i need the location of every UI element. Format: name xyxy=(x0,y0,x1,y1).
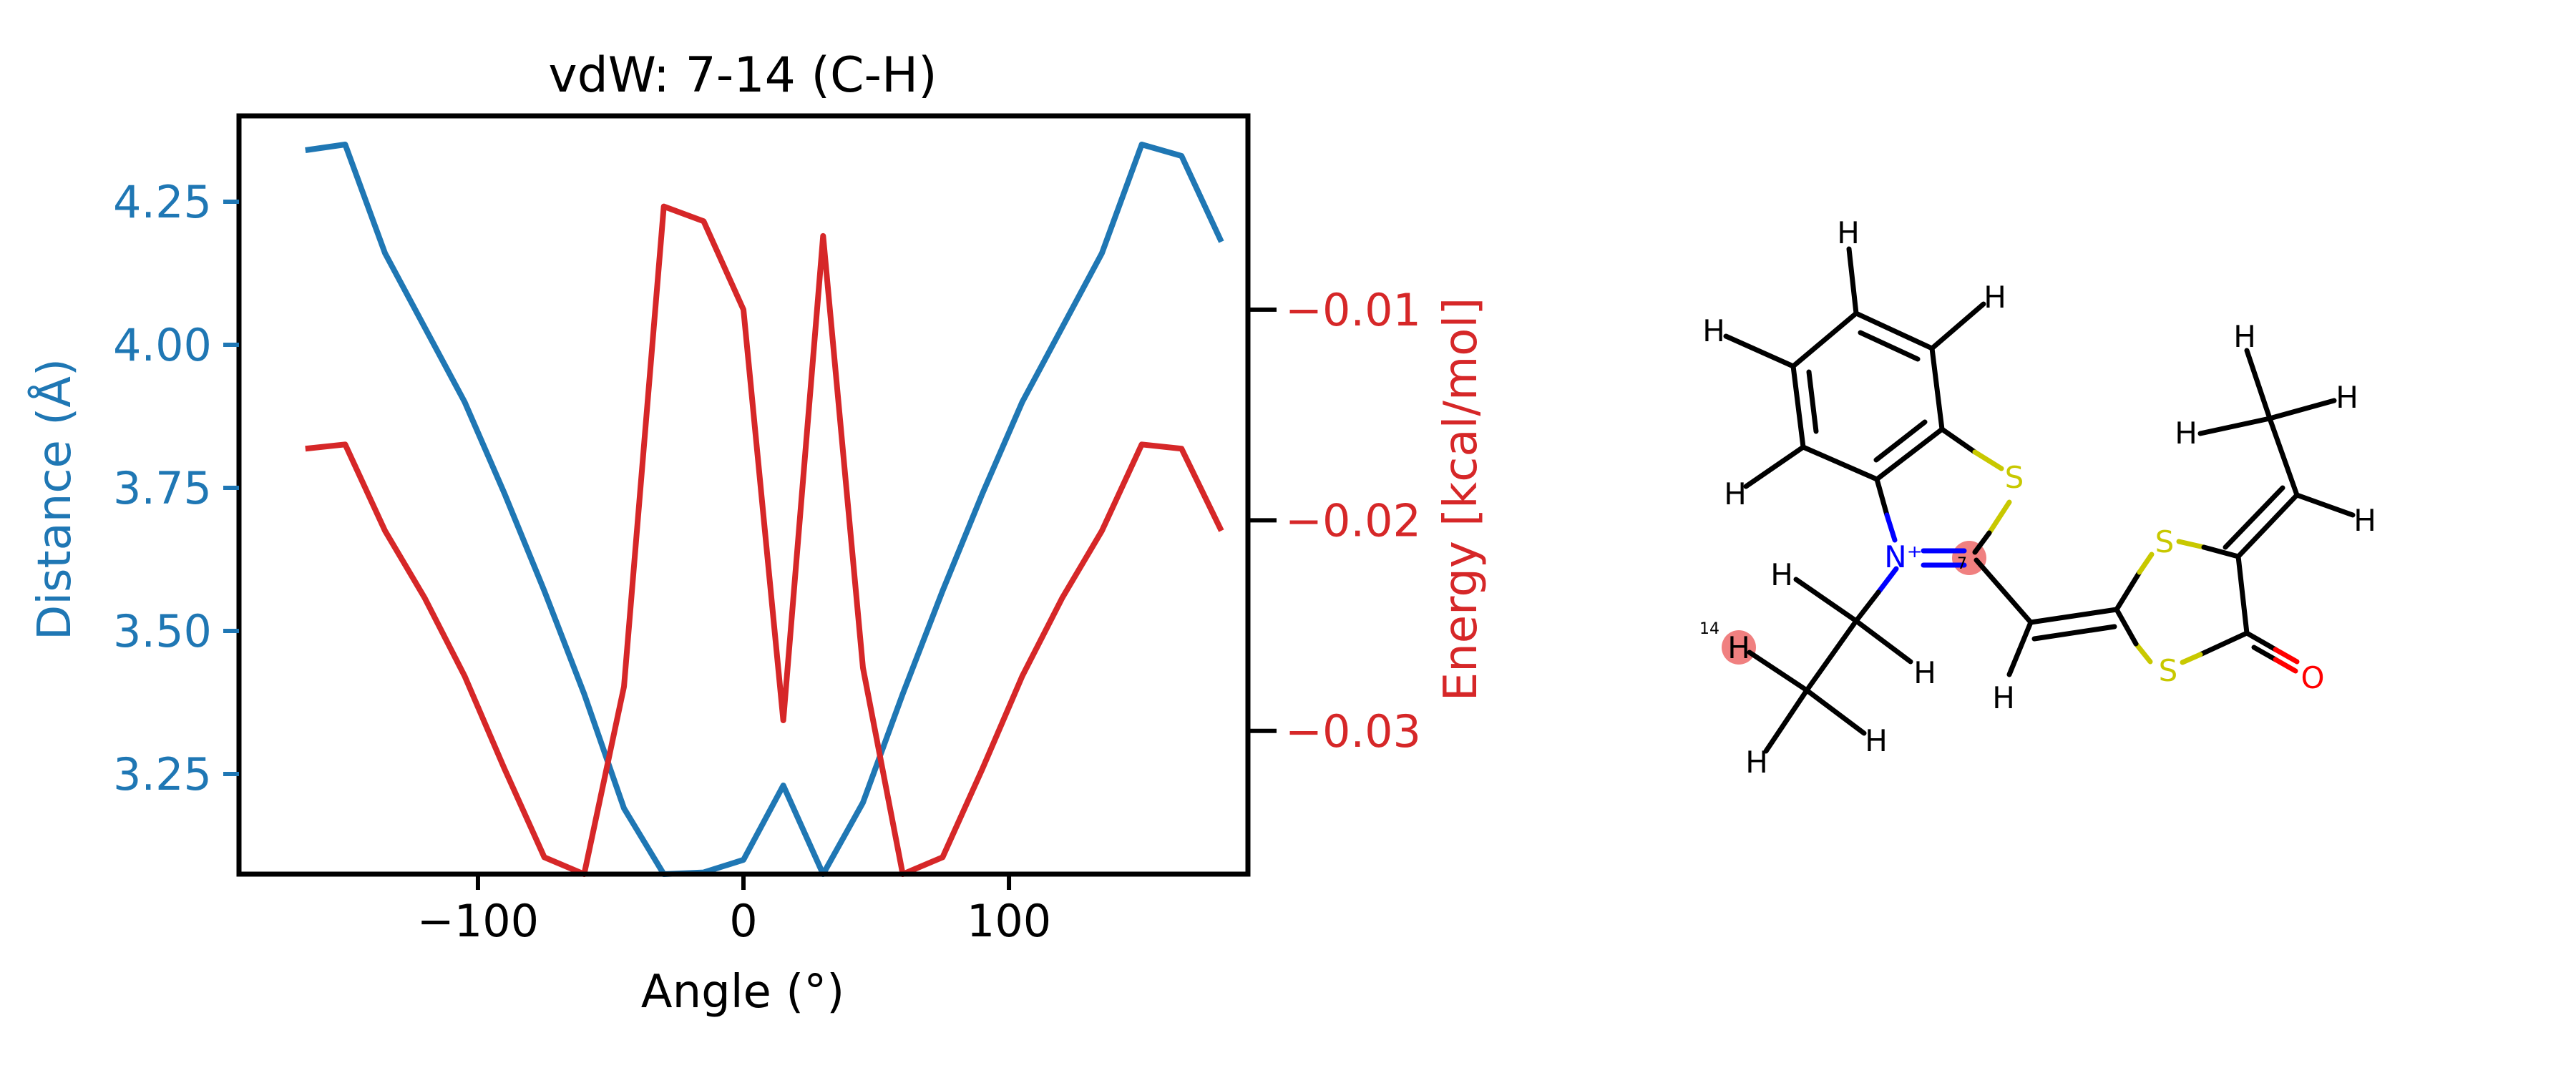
left-y-tick-label: 3.25 xyxy=(113,748,212,800)
series-line-energy xyxy=(305,203,1224,877)
benzene-ring xyxy=(1723,246,1986,489)
atom-label: O xyxy=(2301,660,2324,695)
dual-axis-line-chart: vdW: 7-14 (C-H) −100 0 100 3.25 3.50 3.75 4.00… xyxy=(27,47,1488,1019)
axis-layer: −100 0 100 3.25 3.50 3.75 4.00 4.25 −0.03 −0.02 −0… xyxy=(113,113,1421,947)
molecule-structure: H H H H S N⁺ H H H H H S S O H H H H H 7… xyxy=(1699,215,2376,780)
x-tick-label: 100 xyxy=(967,895,1051,947)
right-y-tick-label: −0.02 xyxy=(1285,494,1421,547)
atom-label: H xyxy=(2353,503,2376,538)
left-y-tick-label: 4.25 xyxy=(113,176,212,228)
atom-label: H xyxy=(1745,745,1768,780)
series-line-distance xyxy=(305,142,1224,877)
right-y-tick-label: −0.03 xyxy=(1285,705,1421,758)
plot-frame xyxy=(236,113,1251,877)
atom-label: H xyxy=(1837,215,1860,250)
atom-label: S xyxy=(2155,524,2175,559)
x-axis-label: Angle (°) xyxy=(641,966,844,1019)
atom-label: H xyxy=(1865,723,1888,758)
atom-label: H xyxy=(2336,380,2358,415)
right-y-axis-label: Energy [kcal/mol] xyxy=(1435,298,1488,701)
right-y-tick-label: −0.01 xyxy=(1285,284,1421,336)
atom-label: H xyxy=(1702,313,1725,348)
atom-label: H xyxy=(1992,680,2015,715)
atom-label: H xyxy=(1727,630,1750,665)
x-tick-label: 0 xyxy=(729,895,757,947)
left-y-tick-label: 3.50 xyxy=(113,605,212,657)
atom-label: H xyxy=(1984,280,2006,315)
atom-index-label-14: 14 xyxy=(1699,620,1719,638)
atom-label: N⁺ xyxy=(1884,539,1923,574)
atom-label: H xyxy=(2233,319,2256,354)
left-y-tick-label: 4.00 xyxy=(113,319,212,371)
atom-label: S xyxy=(2159,653,2178,688)
atom-label: H xyxy=(1724,476,1747,511)
left-y-tick-label: 3.75 xyxy=(113,462,212,514)
left-y-axis-label: Distance (Å) xyxy=(27,358,82,640)
atom-label: H xyxy=(1913,655,1936,690)
atom-label: S xyxy=(2005,460,2024,495)
x-tick-label: −100 xyxy=(417,895,539,947)
atom-label: H xyxy=(1770,557,1793,592)
atom-index-label-7: 7 xyxy=(1957,555,1967,573)
atom-highlight-14 xyxy=(1722,630,1756,665)
chart-title: vdW: 7-14 (C-H) xyxy=(548,47,937,104)
atom-label: H xyxy=(2175,416,2197,451)
series-layer xyxy=(305,142,1224,877)
